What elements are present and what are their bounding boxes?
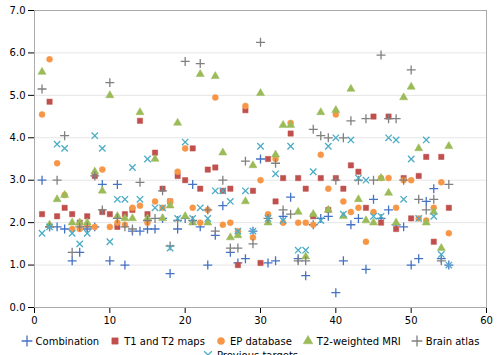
html-text:T1 and T2 maps: T1 and T2 maps xyxy=(124,335,205,347)
svg-text:5.0: 5.0 xyxy=(10,90,26,101)
svg-text:40: 40 xyxy=(329,315,342,326)
html-text:EP database: EP database xyxy=(229,335,292,347)
svg-text:1.0: 1.0 xyxy=(10,259,26,270)
html-text:Brain atlas: Brain atlas xyxy=(425,335,480,347)
svg-text:20: 20 xyxy=(179,315,192,326)
svg-text:0: 0 xyxy=(31,315,37,326)
svg-text:10: 10 xyxy=(103,315,116,326)
svg-text:3.0: 3.0 xyxy=(10,174,26,185)
svg-text:6.0: 6.0 xyxy=(10,47,26,58)
svg-text:7.0: 7.0 xyxy=(10,5,26,16)
svg-text:4.0: 4.0 xyxy=(10,132,26,143)
html-text:Combination: Combination xyxy=(35,335,100,347)
html-text:T2-weighted MRI: T2-weighted MRI xyxy=(316,335,401,347)
svg-text:0.0: 0.0 xyxy=(10,302,26,313)
svg-text:2.0: 2.0 xyxy=(10,217,26,228)
svg-text:60: 60 xyxy=(480,315,493,326)
svg-text:50: 50 xyxy=(405,315,418,326)
svg-text:30: 30 xyxy=(254,315,267,326)
